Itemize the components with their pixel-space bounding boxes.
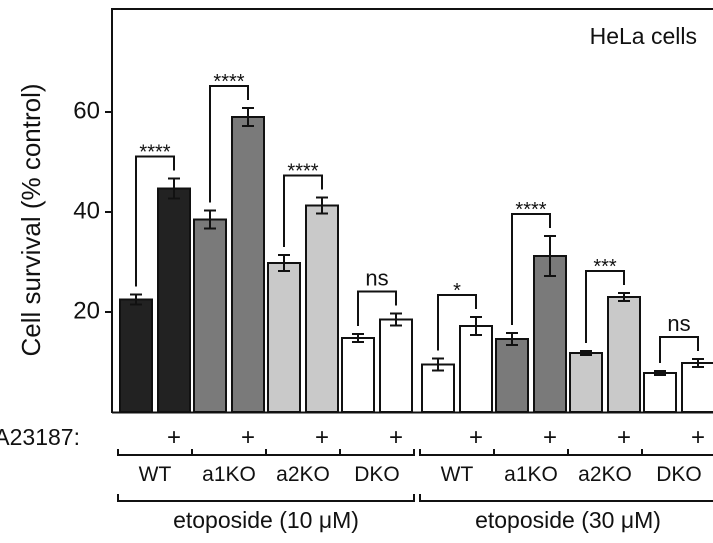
y-axis-ticks: 20 40 60 [73,97,112,324]
bar [459,325,493,413]
treatment-plus: + [167,424,181,451]
x-labels-layer: + WT + a1KO + a2KO + DKO etoposide (10 μM) + WT + a1… [117,424,713,533]
legend-text: HeLa cells [590,23,697,49]
significance-bracket [659,336,699,363]
genotype-label: a1KO [504,463,558,486]
bar [157,187,191,413]
bar [569,352,603,413]
significance-label: **** [213,71,244,93]
significance-bracket [437,294,477,351]
treatment-plus: + [617,424,631,451]
significance-bracket [585,270,625,343]
treatment-plus: + [543,424,557,451]
bar [267,262,301,413]
genotype-bracket [641,449,713,456]
bar [533,255,567,413]
significance-label: **** [287,161,318,183]
genotype-label: a2KO [578,463,632,486]
significance-label: **** [139,142,170,164]
significance-label: *** [593,256,617,278]
group-label: etoposide (10 μM) [173,507,359,533]
error-bars-layer [130,107,704,376]
y-tick-label: 60 [73,97,100,124]
y-tick-label: 40 [73,197,100,224]
bar [643,372,677,413]
genotype-label: DKO [656,463,702,486]
bar [193,218,227,413]
genotype-label: WT [441,463,474,486]
treatment-plus: + [469,424,483,451]
bar [341,337,375,413]
significance-bracket [135,155,175,287]
bar [231,116,265,413]
significance-bracket [209,85,249,203]
bar [681,362,713,413]
bar [305,204,339,413]
treatment-plus: + [315,424,329,451]
genotype-label: a1KO [202,463,256,486]
y-tick-label: 20 [73,297,100,324]
genotype-bracket [339,449,415,456]
treatment-plus: + [241,424,255,451]
bar [421,363,455,413]
y-axis-label: Cell survival (% control) [16,83,46,356]
significance-label: * [453,280,461,302]
treatment-label: A23187: [0,424,80,450]
significance-label: ns [667,311,690,336]
bar [379,318,413,413]
bars-layer [119,116,713,413]
significance-bracket [357,290,397,326]
significance-label: **** [515,199,546,221]
group-bracket [419,494,713,502]
significance-layer: ************ns********ns [135,71,699,363]
bar [607,296,641,413]
genotype-label: WT [139,463,172,486]
significance-label: ns [365,266,388,291]
treatment-plus: + [691,424,705,451]
bar [495,338,529,413]
significance-bracket [511,213,551,325]
bar [119,298,153,413]
significance-bracket [283,174,323,247]
treatment-plus: + [389,424,403,451]
genotype-label: DKO [354,463,400,486]
group-label: etoposide (30 μM) [475,507,661,533]
group-bracket [117,494,415,502]
genotype-label: a2KO [276,463,330,486]
